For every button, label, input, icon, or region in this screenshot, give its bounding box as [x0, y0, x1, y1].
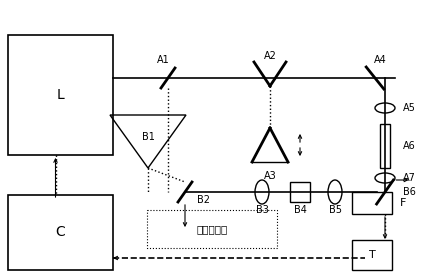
Text: B6: B6 — [403, 187, 416, 197]
Text: A7: A7 — [403, 173, 416, 183]
Bar — [8, 35, 113, 155]
Bar — [352, 192, 392, 214]
Text: A5: A5 — [403, 103, 416, 113]
Text: L: L — [57, 88, 64, 102]
Text: A3: A3 — [264, 171, 276, 181]
Text: B2: B2 — [197, 195, 210, 205]
Bar — [352, 240, 392, 270]
Text: B4: B4 — [294, 205, 307, 215]
Bar — [380, 124, 390, 168]
Text: A2: A2 — [264, 51, 276, 61]
Text: T: T — [369, 250, 375, 260]
Text: B5: B5 — [329, 205, 341, 215]
Text: A4: A4 — [374, 55, 387, 65]
Text: B3: B3 — [255, 205, 268, 215]
Bar — [290, 182, 310, 202]
Bar — [147, 210, 277, 248]
Text: B1: B1 — [141, 132, 154, 142]
Text: C: C — [55, 225, 65, 239]
Text: A1: A1 — [157, 55, 169, 65]
Text: 高功率输出: 高功率输出 — [197, 224, 227, 234]
Text: F: F — [400, 198, 406, 208]
Text: A6: A6 — [403, 141, 416, 151]
Bar — [8, 195, 113, 270]
